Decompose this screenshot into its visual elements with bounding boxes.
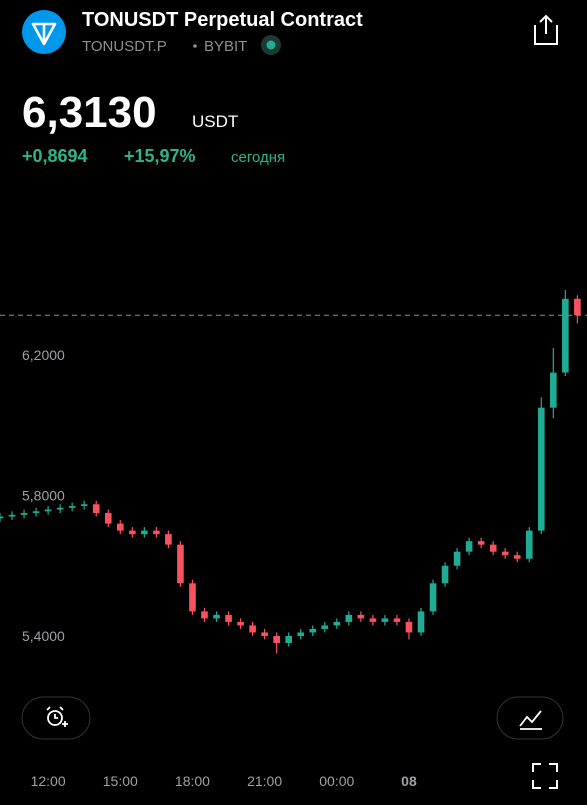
period: сегодня (231, 149, 285, 166)
x-tick-label: 12:00 (31, 773, 66, 789)
candle-body (0, 516, 4, 519)
candle-body (129, 530, 136, 535)
x-tick-label: 15:00 (103, 773, 138, 789)
candle-body (116, 523, 124, 531)
candle-body (393, 618, 401, 622)
candle-body (68, 506, 76, 508)
candle-body (92, 504, 100, 514)
candle-body (261, 632, 268, 636)
x-tick-label: 08 (401, 773, 417, 789)
logo-mark (31, 22, 57, 46)
candle-body (537, 407, 545, 531)
share-box (534, 25, 558, 45)
chart: 5,4000 5,8000 6,2000 12:00 15:00 18:00 21:00 00… (0, 290, 587, 789)
candle-body (213, 614, 220, 619)
symbol: TONUSDT.P (82, 38, 167, 55)
candle-body (550, 372, 557, 408)
candle-body (273, 635, 280, 644)
alert-button[interactable] (21, 696, 91, 740)
candle-body (333, 621, 341, 626)
exchange: BYBIT (204, 38, 247, 55)
candle-body (285, 635, 292, 644)
candle-body (165, 534, 172, 545)
candle-body (525, 530, 533, 559)
candle-body (104, 513, 112, 524)
x-tick-label: 18:00 (175, 773, 210, 789)
candle-body (321, 625, 329, 629)
title: TONUSDT Perpetual Contract (82, 9, 363, 31)
candle-body (477, 541, 485, 545)
candle-body (80, 504, 88, 507)
candle-body (237, 621, 244, 626)
candle-body (56, 507, 64, 510)
x-tick-label: 21:00 (247, 773, 282, 789)
candle-body (381, 618, 389, 622)
y-tick-label: 5,8000 (22, 487, 65, 503)
candle-body (177, 544, 184, 584)
candle-body (309, 628, 317, 633)
candle-body (405, 621, 413, 633)
clock-marks (46, 706, 68, 727)
candle-body (429, 583, 437, 612)
share-button[interactable] (534, 14, 558, 45)
candle-body (441, 565, 449, 584)
currency: USDT (192, 112, 238, 131)
indicator-button[interactable] (496, 696, 564, 740)
change-percent: +15,97% (124, 146, 196, 166)
candle-body (141, 530, 148, 535)
candle-body (44, 509, 52, 512)
candle-body (20, 513, 28, 515)
candle-body (225, 614, 232, 622)
candle-body (417, 611, 425, 633)
candle-body (189, 583, 196, 612)
candle-body (153, 530, 160, 535)
candle-body (453, 551, 461, 566)
clock-icon (47, 710, 63, 726)
candle-body (574, 298, 581, 316)
candle-body (465, 541, 473, 552)
x-tick-label: 00:00 (319, 773, 354, 789)
y-tick-label: 6,2000 (22, 347, 65, 363)
chart-icon (519, 710, 542, 730)
candle-body (8, 514, 16, 517)
candle-body (562, 298, 569, 373)
share-arrow (539, 14, 553, 34)
candle-body (201, 611, 208, 619)
button-frame (496, 696, 564, 740)
price: 6,3130 (22, 88, 157, 137)
candle-body (345, 614, 353, 622)
candle-body (513, 555, 521, 559)
candle-body (489, 544, 497, 552)
candle-body (32, 511, 40, 514)
change: +0,8694 (22, 146, 88, 166)
fullscreen-button[interactable] (532, 763, 558, 789)
candle-body (249, 625, 256, 633)
y-tick-label: 5,4000 (22, 628, 65, 644)
candle-body (357, 614, 365, 619)
status-dot (266, 40, 276, 50)
candle-body (369, 618, 377, 622)
separator (193, 44, 197, 48)
candle-body (297, 632, 305, 636)
candle-body (501, 551, 509, 556)
